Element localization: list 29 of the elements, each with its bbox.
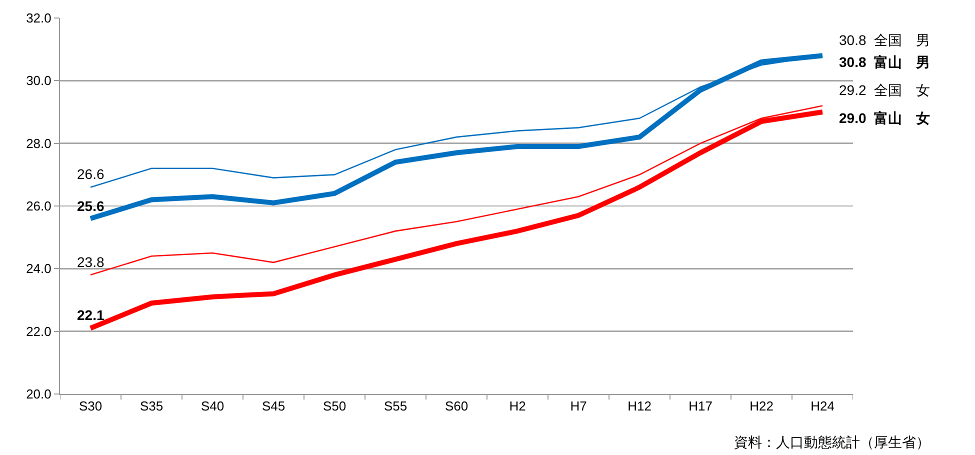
x-tick-label: S30 <box>78 398 102 414</box>
y-tick-label: 24.0 <box>26 261 52 276</box>
text: 30.8 全国 男 <box>839 32 930 48</box>
x-tick-label: H2 <box>509 398 526 414</box>
text: 29.2 全国 女 <box>839 82 930 98</box>
x-tick-label: H17 <box>688 398 712 414</box>
data-label: 26.6 <box>77 166 104 182</box>
x-tick-label: H24 <box>810 398 834 414</box>
x-tick-label: S60 <box>444 398 468 414</box>
y-tick-label: 26.0 <box>26 198 52 214</box>
data-label: 23.8 <box>77 254 104 270</box>
data-label: 22.1 <box>77 307 104 323</box>
x-tick-label: S50 <box>322 398 346 414</box>
y-tick-label: 20.0 <box>26 386 52 402</box>
text: 29.0 富山 女 <box>839 110 930 126</box>
x-tick-label: S40 <box>200 398 224 414</box>
x-tick-label: H12 <box>628 398 652 414</box>
y-tick-label: 22.0 <box>26 324 52 339</box>
data-label: 25.6 <box>77 198 104 214</box>
x-tick-label: H7 <box>570 398 587 414</box>
x-tick-label: S55 <box>384 398 408 414</box>
y-tick-label: 28.0 <box>26 136 52 151</box>
y-tick-label: 32.0 <box>26 10 52 26</box>
x-tick-label: S45 <box>262 398 286 414</box>
x-tick-label: H22 <box>750 398 774 414</box>
x-tick-label: S35 <box>140 398 164 414</box>
y-tick-label: 30.0 <box>26 73 52 88</box>
text: 30.8 富山 男 <box>839 54 930 70</box>
text: 資料：人口動態統計（厚生省） <box>734 434 930 450</box>
